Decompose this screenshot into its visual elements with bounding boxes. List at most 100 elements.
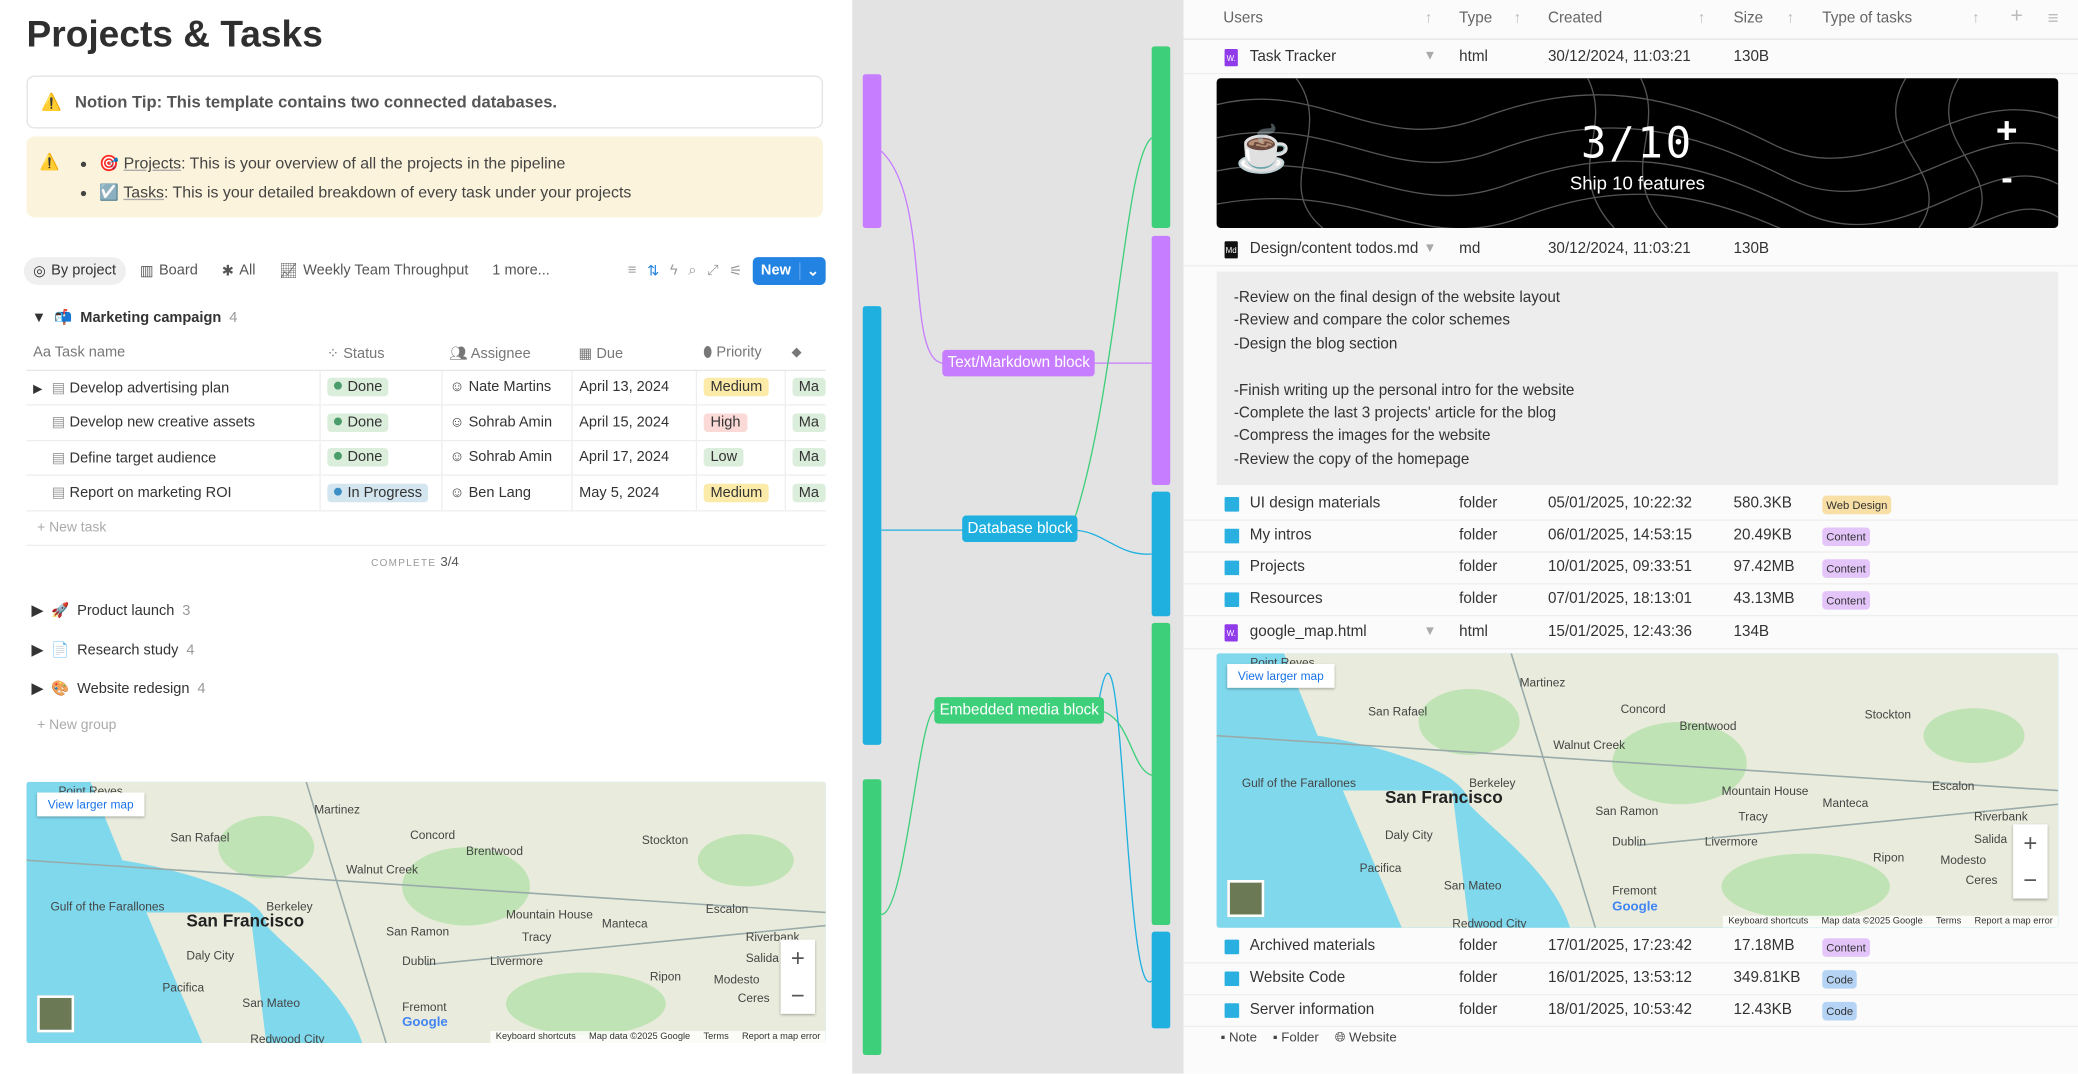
table-row[interactable]: ▶ ▤ Develop advertising plan Done ☺ Nate … xyxy=(26,369,826,406)
tab-by-project[interactable]: ◎ By project xyxy=(23,256,126,285)
avatar: ☺ xyxy=(449,449,465,466)
table-row[interactable]: ▤ Develop new creative assets Done ☺ Soh… xyxy=(26,404,826,441)
task-tracker-embed[interactable]: ☕ 3/10 Ship 10 features + - xyxy=(1216,78,2059,228)
col-size[interactable]: Size xyxy=(1733,10,1764,27)
map-footer-link[interactable]: Terms xyxy=(1935,917,1962,927)
tab-all[interactable]: ✱ All xyxy=(221,262,256,279)
view-larger-map-link[interactable]: View larger map xyxy=(37,792,145,817)
tab-more[interactable]: 1 more... xyxy=(492,262,550,279)
decrement-button[interactable]: - xyxy=(2001,157,2013,198)
due-date[interactable]: April 15, 2024 xyxy=(571,404,697,441)
new-button[interactable]: New ⌄ xyxy=(752,256,826,285)
map-label: Fremont xyxy=(402,1001,447,1015)
due-date[interactable]: April 17, 2024 xyxy=(571,439,697,476)
col-tags[interactable]: ⬥ xyxy=(784,336,826,371)
file-row[interactable]: Resources folder 07/01/2025, 18:13:01 43.13… xyxy=(1183,584,2078,617)
zoom-in-button[interactable]: + xyxy=(2023,829,2038,857)
settings-icon[interactable]: ⚟ xyxy=(729,263,743,279)
col-type-of-tasks[interactable]: Type of tasks xyxy=(1822,10,1913,27)
satellite-toggle[interactable] xyxy=(1227,879,1265,918)
map-label: Brentwood xyxy=(1679,719,1737,733)
new-group-button[interactable]: + New group xyxy=(37,716,117,733)
map-footer-link[interactable]: Report a map error xyxy=(741,1032,821,1042)
projects-link[interactable]: Projects xyxy=(123,153,182,173)
tab-board[interactable]: ▥ Board xyxy=(139,262,198,279)
file-row[interactable]: W. Task Tracker ▼ html 30/12/2024, 11:03:21 1… xyxy=(1183,42,2078,75)
col-task-name[interactable]: Aa Task name xyxy=(26,336,321,371)
add-website-button[interactable]: 🌐︎ Website xyxy=(1334,1031,1397,1046)
chevron-down-icon[interactable]: ⌄ xyxy=(798,261,826,279)
file-row[interactable]: UI design materials folder 05/01/2025, 10:… xyxy=(1183,489,2078,521)
priority-badge: Medium xyxy=(703,483,769,502)
due-date[interactable]: May 5, 2024 xyxy=(571,475,697,511)
file-row[interactable]: Website Code folder 16/01/2025, 13:53:12 34… xyxy=(1183,963,2078,996)
sort-icon[interactable]: ↑ xyxy=(1786,10,1795,27)
zoom-in-button[interactable]: + xyxy=(790,944,805,972)
view-larger-map-link[interactable]: View larger map xyxy=(1227,663,1335,688)
sort-icon[interactable]: ⇅ xyxy=(647,263,660,279)
due-date[interactable]: April 13, 2024 xyxy=(571,369,697,406)
group-marketing-campaign[interactable]: ▼ 📬 Marketing campaign 4 xyxy=(31,309,238,327)
group-research-study[interactable]: ▶ 📄 Research study 4 xyxy=(31,642,195,659)
folder-icon xyxy=(1224,560,1240,576)
add-note-button[interactable]: ▪︎ Note xyxy=(1220,1031,1257,1046)
sort-icon[interactable]: ↑ xyxy=(1513,10,1522,27)
search-icon[interactable]: ⌕ xyxy=(688,261,697,278)
file-row[interactable]: My intros folder 06/01/2025, 14:53:15 20.49… xyxy=(1183,521,2078,553)
coffee-icon: ☕ xyxy=(1235,124,1292,175)
file-row[interactable]: Md Design/content todos.md ▼ md 30/12/2024, … xyxy=(1183,235,2078,267)
menu-icon[interactable]: ≡ xyxy=(2047,6,2059,28)
chart-icon: 📈︎ xyxy=(279,263,298,279)
file-row[interactable]: Projects folder 10/01/2025, 09:33:51 97.42M… xyxy=(1183,553,2078,585)
new-task-button[interactable]: + New task xyxy=(37,519,107,536)
table-row[interactable]: ▤ Report on marketing ROI In Progress ☺ … xyxy=(26,475,826,511)
map-footer-link[interactable]: Report a map error xyxy=(1974,917,2053,927)
satellite-toggle[interactable] xyxy=(37,995,75,1033)
col-assignee[interactable]: 👥︎ Assignee xyxy=(442,336,572,371)
avatar: ☺ xyxy=(449,379,465,396)
sort-icon[interactable]: ↑ xyxy=(1424,10,1433,27)
expand-toggle-icon[interactable]: ▼ xyxy=(1423,241,1437,256)
col-due[interactable]: ▦ Due xyxy=(571,336,697,371)
map-footer-link[interactable]: Keyboard shortcuts xyxy=(1728,917,1809,927)
embedded-google-map[interactable]: Point Reyes San Rafael Martinez Concord Bren… xyxy=(26,781,826,1044)
map-footer-link[interactable]: Keyboard shortcuts xyxy=(495,1032,576,1042)
folder-icon xyxy=(1224,496,1240,512)
map-footer-link[interactable]: Map data ©2025 Google xyxy=(1821,917,1923,927)
filter-icon[interactable]: ≡ xyxy=(627,262,637,279)
sort-icon[interactable]: ↑ xyxy=(1697,10,1706,27)
col-priority[interactable]: ⬮ Priority xyxy=(696,336,785,371)
tasks-link[interactable]: Tasks xyxy=(123,182,165,202)
file-row[interactable]: Archived materials folder 17/01/2025, 17:2… xyxy=(1183,932,2078,964)
group-product-launch[interactable]: ▶ 🚀 Product launch 3 xyxy=(31,602,191,619)
zoom-out-button[interactable]: − xyxy=(2023,866,2038,894)
col-created[interactable]: Created xyxy=(1547,10,1603,27)
file-row[interactable]: W. google_map.html ▼ html 15/01/2025, 12:43:… xyxy=(1183,618,2078,650)
embedded-google-map[interactable]: Point Reyes San Rafael Martinez Concord Bren… xyxy=(1216,653,2059,928)
col-users[interactable]: Users xyxy=(1223,10,1264,27)
expand-icon[interactable]: ⤢ xyxy=(707,261,719,278)
add-column-icon[interactable]: + xyxy=(2010,5,2023,28)
increment-button[interactable]: + xyxy=(1995,109,2018,152)
map-footer-link[interactable]: Map data ©2025 Google xyxy=(588,1032,691,1042)
projects-tasks-page: Projects & Tasks ⚠️ Notion Tip: This temp… xyxy=(0,0,853,1074)
group-website-redesign[interactable]: ▶ 🎨 Website redesign 4 xyxy=(31,680,206,698)
zoom-out-button[interactable]: − xyxy=(790,982,805,1009)
table-row[interactable]: ▤ Define target audience Done ☺ Sohrab A… xyxy=(26,439,826,476)
add-folder-button[interactable]: ▪︎ Folder xyxy=(1272,1031,1319,1046)
map-label: Ripon xyxy=(1873,850,1905,865)
task-type-tag: Content xyxy=(1822,591,1870,610)
expand-toggle-icon[interactable]: ▼ xyxy=(1423,49,1437,64)
col-status[interactable]: ⁘ Status xyxy=(320,336,443,371)
tab-weekly-throughput[interactable]: 📈︎ Weekly Team Throughput xyxy=(279,262,469,279)
automation-icon[interactable]: ϟ xyxy=(669,262,678,279)
sort-icon[interactable]: ↑ xyxy=(1972,10,1980,27)
file-name: Projects xyxy=(1249,559,1305,576)
media-block-bar xyxy=(1151,46,1171,228)
expand-toggle-icon[interactable]: ▼ xyxy=(1423,624,1437,639)
map-label: Modesto xyxy=(1940,853,1987,867)
col-type[interactable]: Type xyxy=(1459,10,1493,27)
map-footer-link[interactable]: Terms xyxy=(703,1032,729,1042)
caret-right-icon[interactable]: ▶ xyxy=(33,381,43,395)
file-row[interactable]: Server information folder 18/01/2025, 10:5… xyxy=(1183,995,2078,1028)
